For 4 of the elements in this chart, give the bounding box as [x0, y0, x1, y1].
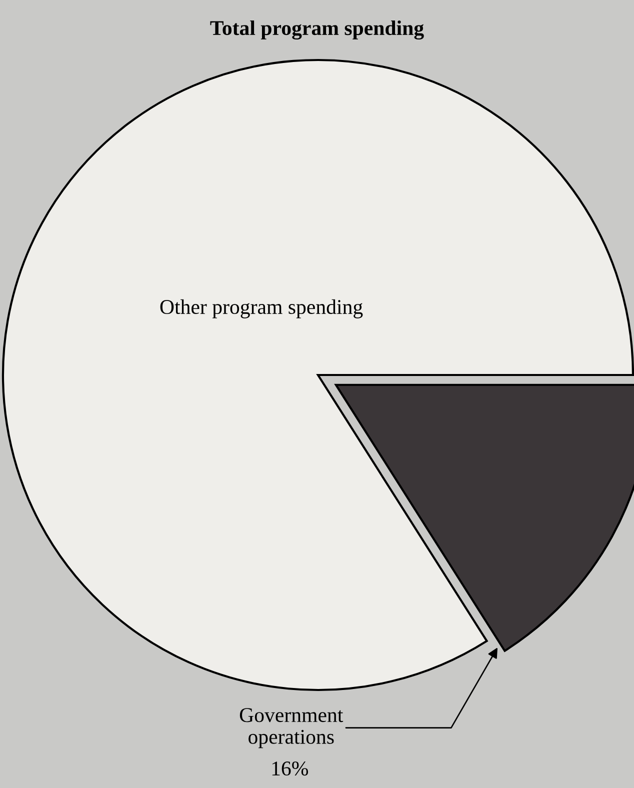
slice-label: Government operations: [240, 708, 344, 748]
data-label: 16%: [272, 761, 308, 776]
chart-title: Total program spending: [210, 20, 424, 40]
slice-label: Other program spending: [160, 299, 363, 318]
